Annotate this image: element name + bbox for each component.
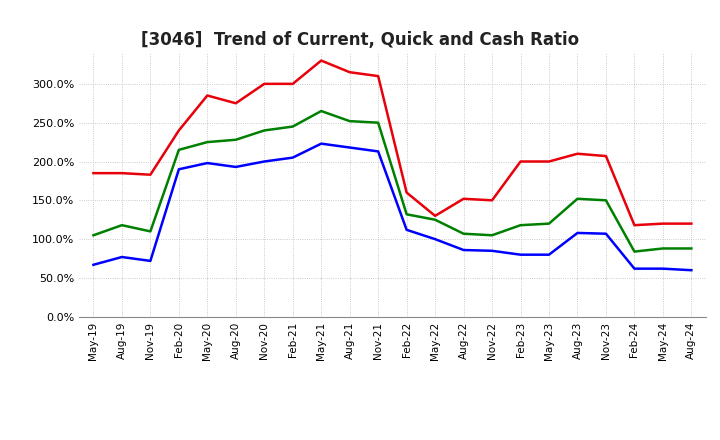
Cash Ratio [630, 266, 639, 271]
Cash Ratio [487, 248, 496, 253]
Cash Ratio [174, 167, 183, 172]
Current Ratio [374, 73, 382, 79]
Quick Ratio [630, 249, 639, 254]
Current Ratio [487, 198, 496, 203]
Line: Current Ratio: Current Ratio [94, 61, 691, 225]
Quick Ratio [289, 124, 297, 129]
Quick Ratio [487, 233, 496, 238]
Current Ratio [260, 81, 269, 87]
Current Ratio [346, 70, 354, 75]
Current Ratio [516, 159, 525, 164]
Cash Ratio [573, 230, 582, 235]
Current Ratio [402, 190, 411, 195]
Current Ratio [431, 213, 439, 219]
Quick Ratio [203, 139, 212, 145]
Current Ratio [289, 81, 297, 87]
Cash Ratio [402, 227, 411, 232]
Quick Ratio [659, 246, 667, 251]
Cash Ratio [516, 252, 525, 257]
Quick Ratio [459, 231, 468, 236]
Cash Ratio [146, 258, 155, 264]
Current Ratio [687, 221, 696, 226]
Quick Ratio [602, 198, 611, 203]
Quick Ratio [174, 147, 183, 153]
Cash Ratio [89, 262, 98, 268]
Cash Ratio [346, 145, 354, 150]
Current Ratio [174, 128, 183, 133]
Cash Ratio [602, 231, 611, 236]
Cash Ratio [117, 254, 126, 260]
Cash Ratio [289, 155, 297, 160]
Quick Ratio [374, 120, 382, 125]
Cash Ratio [659, 266, 667, 271]
Quick Ratio [687, 246, 696, 251]
Cash Ratio [431, 237, 439, 242]
Cash Ratio [374, 149, 382, 154]
Quick Ratio [545, 221, 554, 226]
Quick Ratio [516, 223, 525, 228]
Cash Ratio [260, 159, 269, 164]
Current Ratio [630, 223, 639, 228]
Cash Ratio [203, 161, 212, 166]
Current Ratio [232, 101, 240, 106]
Quick Ratio [260, 128, 269, 133]
Quick Ratio [232, 137, 240, 143]
Current Ratio [89, 171, 98, 176]
Line: Cash Ratio: Cash Ratio [94, 143, 691, 270]
Quick Ratio [402, 212, 411, 217]
Current Ratio [573, 151, 582, 156]
Line: Quick Ratio: Quick Ratio [94, 111, 691, 252]
Current Ratio [659, 221, 667, 226]
Cash Ratio [459, 247, 468, 253]
Cash Ratio [317, 141, 325, 146]
Current Ratio [203, 93, 212, 98]
Current Ratio [459, 196, 468, 202]
Current Ratio [602, 154, 611, 159]
Quick Ratio [431, 217, 439, 222]
Quick Ratio [317, 108, 325, 114]
Quick Ratio [346, 118, 354, 124]
Current Ratio [117, 171, 126, 176]
Text: [3046]  Trend of Current, Quick and Cash Ratio: [3046] Trend of Current, Quick and Cash … [141, 31, 579, 49]
Quick Ratio [89, 233, 98, 238]
Current Ratio [545, 159, 554, 164]
Current Ratio [146, 172, 155, 177]
Quick Ratio [573, 196, 582, 202]
Cash Ratio [232, 164, 240, 169]
Quick Ratio [117, 223, 126, 228]
Quick Ratio [146, 229, 155, 234]
Cash Ratio [545, 252, 554, 257]
Cash Ratio [687, 268, 696, 273]
Current Ratio [317, 58, 325, 63]
